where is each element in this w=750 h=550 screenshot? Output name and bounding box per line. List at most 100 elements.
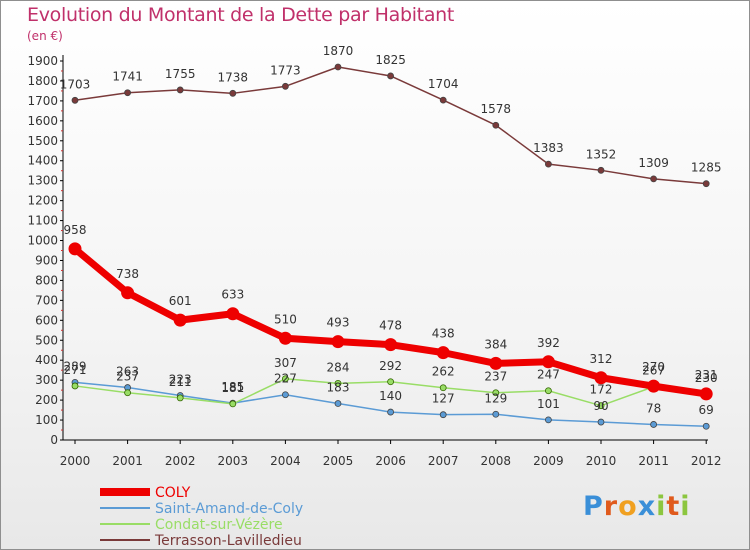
chart-title: Evolution du Montant de la Dette par Hab… bbox=[27, 4, 455, 26]
data-point bbox=[489, 356, 503, 370]
y-tick-label: 1200 bbox=[27, 194, 58, 208]
data-label: 312 bbox=[590, 352, 613, 366]
legend-label-3: Terrasson-Lavilledieu bbox=[154, 533, 302, 549]
data-label: 185 bbox=[221, 380, 244, 394]
data-point bbox=[702, 180, 710, 188]
data-point bbox=[226, 307, 240, 321]
data-label: 1285 bbox=[691, 161, 722, 175]
data-label: 267 bbox=[642, 364, 665, 378]
x-tick-label: 2008 bbox=[481, 454, 512, 468]
data-point bbox=[281, 82, 289, 90]
y-tick-label: 1100 bbox=[27, 214, 58, 228]
data-point bbox=[387, 72, 395, 80]
data-label: 237 bbox=[116, 370, 139, 384]
data-point bbox=[229, 400, 237, 408]
data-label: 1352 bbox=[586, 147, 617, 161]
data-label: 263 bbox=[116, 365, 139, 379]
data-label: 1738 bbox=[218, 70, 249, 84]
data-point bbox=[387, 408, 395, 416]
data-label: 392 bbox=[537, 336, 560, 350]
data-label: 247 bbox=[537, 368, 560, 382]
data-point bbox=[541, 355, 555, 369]
data-label: 510 bbox=[274, 312, 297, 326]
data-point bbox=[436, 346, 450, 360]
data-label: 127 bbox=[432, 392, 455, 406]
x-tick-label: 2011 bbox=[638, 454, 669, 468]
data-point bbox=[331, 335, 345, 349]
logo-letter: x bbox=[637, 491, 657, 522]
data-label: 237 bbox=[484, 370, 507, 384]
y-tick-label: 1800 bbox=[27, 74, 58, 88]
data-point bbox=[281, 375, 289, 383]
data-label: 1773 bbox=[270, 63, 301, 77]
data-label: 1755 bbox=[165, 67, 196, 81]
data-label: 958 bbox=[64, 223, 87, 237]
data-point bbox=[439, 384, 447, 392]
logo-letter: t bbox=[666, 491, 681, 522]
data-point bbox=[68, 242, 82, 256]
y-tick-label: 1900 bbox=[27, 54, 58, 68]
data-point bbox=[545, 160, 552, 168]
data-label: 738 bbox=[116, 267, 139, 281]
data-label: 172 bbox=[590, 383, 613, 397]
logo-letter: i bbox=[680, 491, 691, 522]
x-tick-label: 2012 bbox=[691, 454, 722, 468]
data-label: 289 bbox=[64, 359, 87, 373]
data-label: 478 bbox=[379, 319, 402, 333]
data-label: 292 bbox=[379, 359, 402, 373]
x-tick-label: 2005 bbox=[323, 454, 354, 468]
data-point bbox=[650, 421, 657, 428]
y-tick-label: 1600 bbox=[27, 114, 58, 128]
data-point bbox=[121, 286, 135, 300]
data-point bbox=[492, 410, 500, 418]
data-label: 69 bbox=[699, 403, 714, 417]
data-label: 633 bbox=[221, 288, 244, 302]
chart-unit: (en €) bbox=[27, 29, 63, 43]
logo-letter: r bbox=[603, 491, 619, 522]
data-label: 90 bbox=[593, 399, 608, 413]
data-label: 1704 bbox=[428, 77, 459, 91]
data-point bbox=[173, 313, 187, 327]
data-label: 211 bbox=[169, 375, 192, 389]
data-label: 227 bbox=[274, 372, 297, 386]
data-point bbox=[545, 387, 552, 395]
data-label: 384 bbox=[484, 337, 507, 351]
y-tick-label: 700 bbox=[35, 293, 58, 307]
y-tick-label: 0 bbox=[50, 433, 58, 447]
data-label: 129 bbox=[484, 391, 507, 405]
logo-letter: o bbox=[618, 491, 638, 522]
data-point bbox=[597, 418, 605, 426]
x-tick-label: 2003 bbox=[218, 454, 249, 468]
data-point bbox=[597, 402, 605, 410]
data-label: 270 bbox=[642, 360, 665, 374]
data-point bbox=[124, 89, 131, 97]
x-tick-label: 2010 bbox=[586, 454, 617, 468]
logo-letter: P bbox=[583, 491, 604, 522]
data-point bbox=[334, 400, 342, 407]
data-point bbox=[387, 378, 395, 386]
data-label: 230 bbox=[695, 371, 718, 385]
x-tick-label: 2000 bbox=[60, 454, 91, 468]
data-label: 271 bbox=[64, 363, 87, 377]
data-point bbox=[439, 411, 447, 419]
data-label: 1703 bbox=[60, 77, 91, 91]
legend-label-1: Saint-Amand-de-Coly bbox=[155, 501, 303, 517]
data-label: 101 bbox=[537, 397, 560, 411]
data-label: 1309 bbox=[638, 156, 669, 170]
series-line-3 bbox=[74, 66, 707, 185]
data-point bbox=[647, 379, 661, 393]
data-label: 223 bbox=[169, 373, 192, 387]
legend-label-2: Condat-sur-Vézère bbox=[155, 517, 283, 533]
data-point bbox=[597, 166, 605, 174]
data-point bbox=[492, 389, 500, 397]
data-label: 181 bbox=[221, 381, 244, 395]
y-tick-label: 500 bbox=[35, 333, 58, 347]
data-point bbox=[384, 338, 398, 352]
data-label: 284 bbox=[327, 360, 350, 374]
data-point bbox=[492, 121, 500, 129]
logo-letter: i bbox=[656, 491, 667, 522]
data-point bbox=[278, 331, 292, 345]
data-point bbox=[281, 391, 289, 399]
x-tick-label: 2002 bbox=[165, 454, 196, 468]
y-tick-label: 1700 bbox=[27, 94, 58, 108]
